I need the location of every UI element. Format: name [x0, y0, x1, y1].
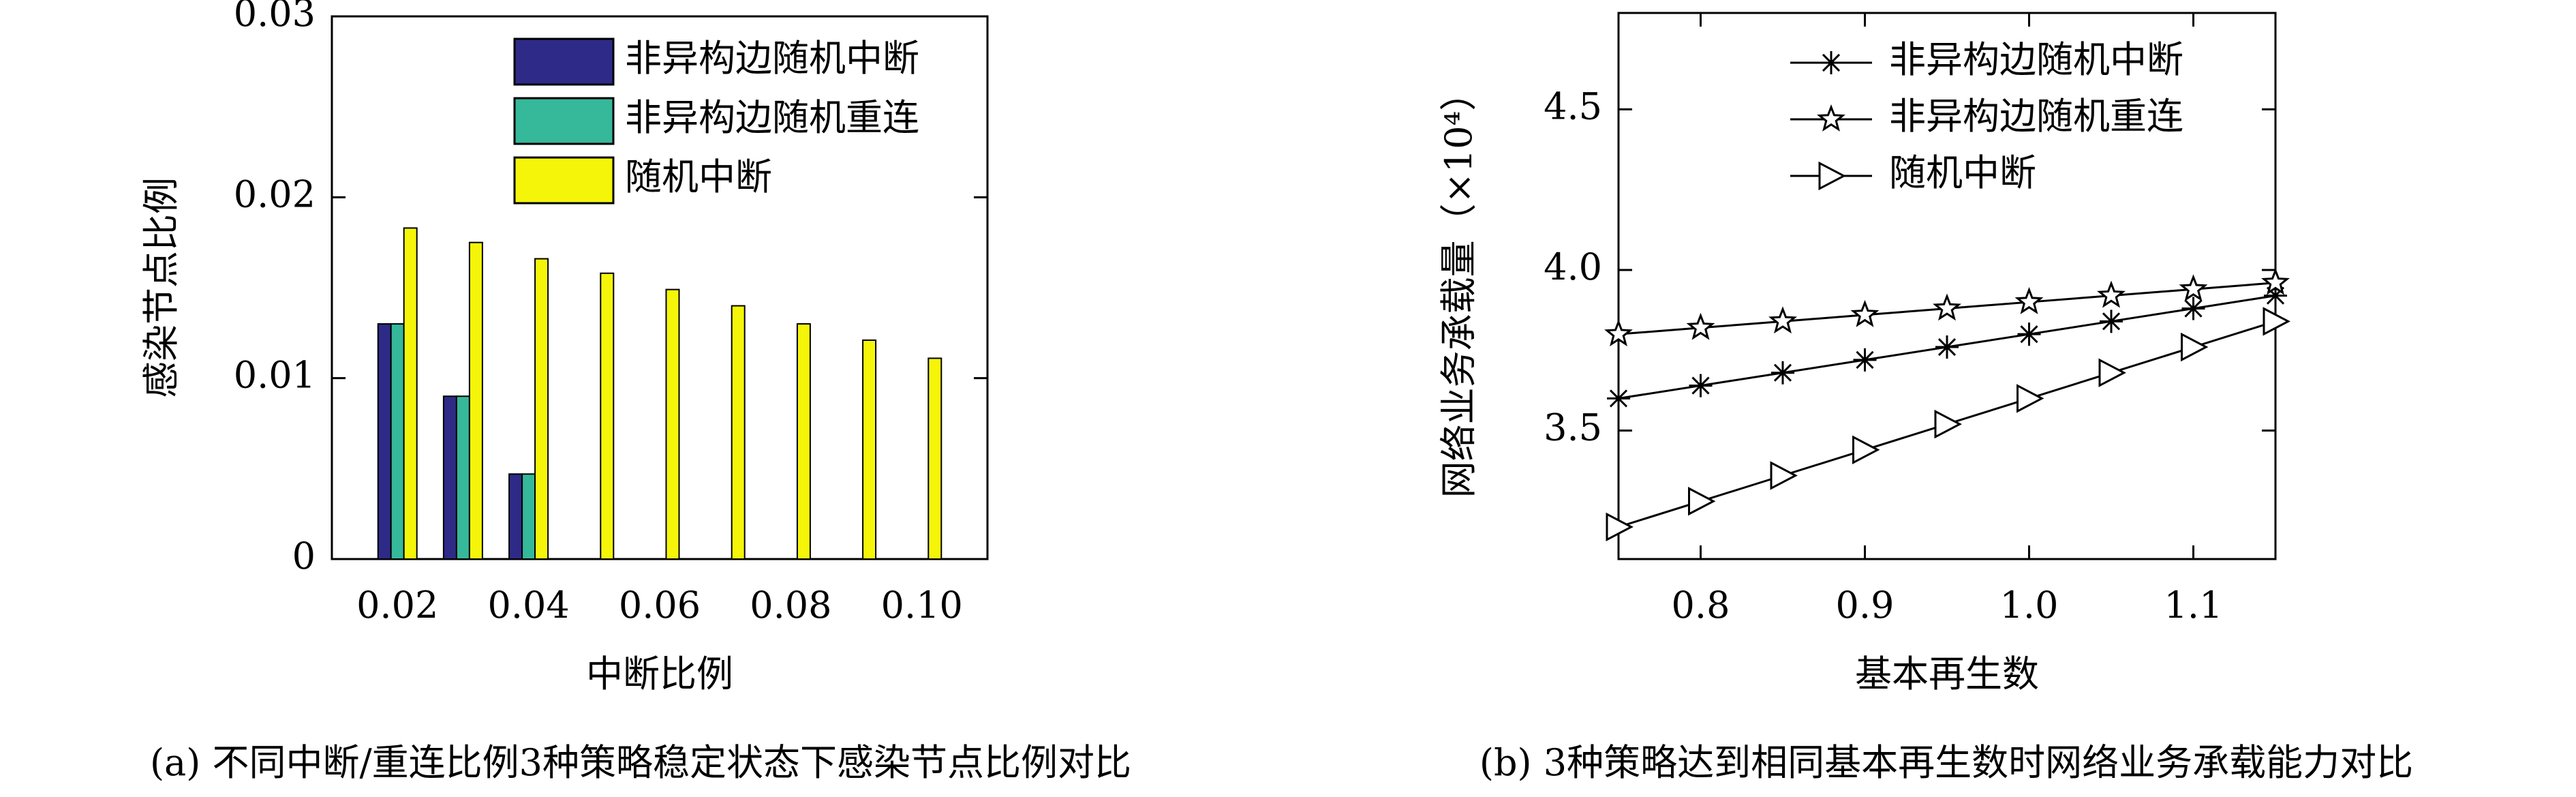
marker [1689, 374, 1713, 397]
legend-swatch [513, 156, 615, 205]
legend-swatch [513, 37, 615, 86]
marker [1853, 348, 1877, 372]
marker [1934, 409, 1962, 439]
marker [2261, 267, 2290, 295]
legend-label: 非异构边随机中断 [625, 37, 919, 80]
caption: (a) 不同中断/重连比例3种策略稳定状态下感染节点比例对比 [150, 741, 1131, 784]
marker [2263, 307, 2290, 336]
bar [403, 227, 418, 560]
marker [2179, 274, 2208, 302]
x-axis-label: 中断比例 [586, 652, 733, 695]
marker [2181, 297, 2205, 320]
marker [2017, 322, 2041, 346]
marker [1935, 335, 1959, 359]
marker [2097, 280, 2126, 308]
x-axis-label: 基本再生数 [1855, 652, 2039, 695]
y-tick-label: 4.0 [1544, 245, 1602, 288]
y-tick-label: 3.5 [1544, 406, 1602, 449]
bar [534, 258, 549, 560]
x-tick-label: 0.02 [356, 584, 438, 627]
x-tick-label: 0.04 [487, 584, 569, 627]
marker [1850, 299, 1880, 327]
bar [377, 323, 392, 560]
marker [1771, 361, 1794, 385]
legend-marker [1818, 161, 1846, 191]
bar [521, 473, 536, 560]
x-tick-label: 1.1 [2164, 584, 2223, 627]
legend-label: 随机中断 [1889, 151, 2036, 194]
bar [455, 395, 470, 560]
legend-label: 非异构边随机中断 [1889, 38, 2183, 81]
legend-marker [1820, 51, 1843, 74]
legend-label: 随机中断 [625, 155, 772, 198]
x-tick-label: 0.8 [1672, 584, 1730, 627]
marker [2098, 358, 2126, 387]
x-tick-label: 0.06 [619, 584, 701, 627]
x-tick-label: 0.08 [750, 584, 831, 627]
marker [2100, 310, 2123, 333]
bar [442, 395, 457, 560]
legend-label: 非异构边随机重连 [625, 96, 919, 139]
marker [2264, 284, 2287, 307]
y-axis-label: 感染节点比例 [140, 177, 183, 398]
legend-swatch [513, 97, 615, 145]
legend-marker [1817, 104, 1845, 132]
bar [508, 473, 523, 560]
marker [1768, 306, 1797, 334]
marker [1933, 293, 1961, 321]
bar [927, 357, 942, 560]
bar [796, 323, 811, 560]
legend-label: 非异构边随机重连 [1889, 95, 2183, 138]
marker [1604, 319, 1633, 346]
marker [2181, 332, 2209, 362]
y-tick-label: 0.03 [234, 0, 316, 35]
marker [1686, 312, 1715, 340]
marker [1770, 461, 1798, 490]
y-tick-label: 0.01 [234, 354, 316, 397]
y-tick-label: 0.02 [234, 172, 316, 215]
y-tick-label: 4.5 [1544, 85, 1602, 127]
marker [2017, 384, 2044, 413]
bar [665, 288, 680, 560]
bar [862, 339, 877, 560]
marker [1852, 435, 1880, 464]
x-tick-label: 0.10 [881, 584, 963, 627]
x-tick-label: 1.0 [2000, 584, 2059, 627]
bar [390, 323, 405, 560]
marker [2014, 287, 2044, 314]
y-tick-label: 0 [292, 535, 316, 577]
caption: (b) 3种策略达到相同基本再生数时网络业务承载能力对比 [1479, 741, 2413, 784]
plot-frame [331, 15, 989, 560]
x-tick-label: 0.9 [1836, 584, 1895, 627]
marker [1606, 512, 1634, 542]
bar [468, 241, 483, 560]
y-axis-label: 网络业务承载量（×10⁴） [1437, 74, 1480, 498]
marker [1688, 487, 1716, 516]
bar [600, 272, 615, 560]
bar [731, 305, 746, 560]
marker [1607, 387, 1630, 410]
